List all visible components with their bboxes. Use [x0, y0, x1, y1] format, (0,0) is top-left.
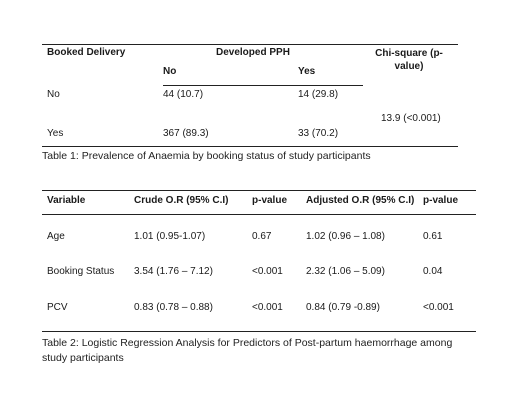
- table2-row-age-crude-or: 1.01 (0.95-1.07): [134, 231, 206, 242]
- table2-header-variable: Variable: [47, 195, 86, 206]
- table1-header-developed-pph: Developed PPH: [216, 47, 290, 58]
- table2-header-adjusted-p: p-value: [423, 195, 459, 206]
- table1-row-yes-developed-yes: 33 (70.2): [298, 128, 339, 139]
- table1-caption: Table 1: Prevalence of Anaemia by bookin…: [42, 150, 371, 162]
- table1-top-rule: [42, 44, 458, 45]
- table2-header-adjusted-or: Adjusted O.R (95% C.I): [306, 195, 415, 206]
- table1-row-no-developed-no: 44 (10.7): [163, 89, 204, 100]
- table2-header-rule: [42, 214, 476, 215]
- table1-row-no-developed-yes: 14 (29.8): [298, 89, 339, 100]
- table2-caption: Table 2: Logistic Regression Analysis fo…: [42, 337, 453, 364]
- table2-row-booking-variable: Booking Status: [47, 266, 115, 277]
- table2-row-booking-crude-or: 3.54 (1.76 – 7.12): [134, 266, 213, 277]
- table1-row-yes-developed-no: 367 (89.3): [163, 128, 209, 139]
- table2-header-crude-or: Crude O.R (95% C.I): [134, 195, 229, 206]
- table2-row-pcv-adjusted-p: <0.001: [423, 302, 454, 313]
- table1-header-booked-delivery: Booked Delivery: [47, 47, 126, 58]
- table2-row-age-variable: Age: [47, 231, 65, 242]
- table2-row-booking-adjusted-p: 0.04: [423, 266, 443, 277]
- table2-row-age-adjusted-p: 0.61: [423, 231, 443, 242]
- table2-header-crude-p: p-value: [252, 195, 288, 206]
- table2-row-age-adjusted-or: 1.02 (0.96 – 1.08): [306, 231, 385, 242]
- table1-subheader-no: No: [163, 66, 177, 77]
- table1-bottom-rule: [42, 146, 458, 147]
- table1-subheader-yes: Yes: [298, 66, 316, 77]
- table2-row-age-crude-p: 0.67: [252, 231, 272, 242]
- table2-row-pcv-crude-or: 0.83 (0.78 – 0.88): [134, 302, 213, 313]
- table2-row-pcv-crude-p: <0.001: [252, 302, 283, 313]
- table1-row-yes-label: Yes: [47, 128, 64, 139]
- table2-row-booking-adjusted-or: 2.32 (1.06 – 5.09): [306, 266, 385, 277]
- table2-row-booking-crude-p: <0.001: [252, 266, 283, 277]
- table2-bottom-rule: [42, 331, 476, 332]
- table2-top-rule: [42, 190, 476, 191]
- table1-header-rule: [163, 85, 363, 86]
- table1-header-chi-square: Chi-square (p-value): [375, 48, 443, 72]
- table2-row-pcv-variable: PCV: [47, 302, 68, 313]
- table1-chi-value: 13.9 (<0.001): [381, 113, 441, 124]
- table2-row-pcv-adjusted-or: 0.84 (0.79 -0.89): [306, 302, 380, 313]
- table1-row-no-label: No: [47, 89, 60, 100]
